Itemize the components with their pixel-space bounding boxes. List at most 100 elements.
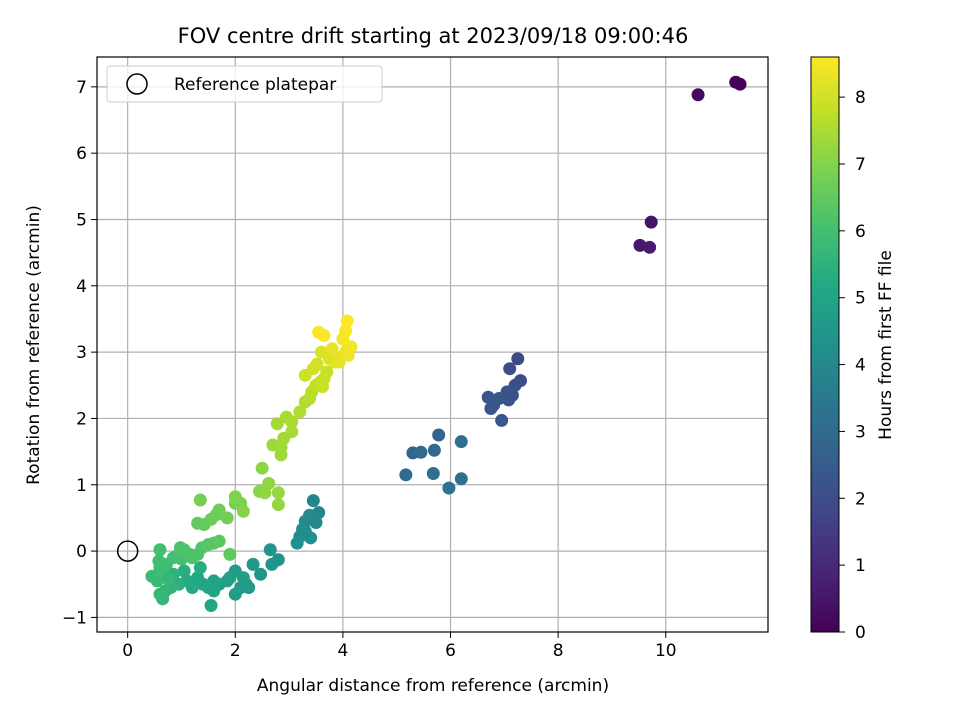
- data-point: [495, 413, 509, 427]
- colorbar-tick-label: 8: [855, 88, 866, 108]
- data-point: [254, 567, 268, 581]
- colorbar-tick-label: 7: [855, 155, 866, 175]
- x-tick-label: 10: [655, 641, 677, 661]
- data-point: [427, 443, 441, 457]
- data-point: [503, 362, 517, 376]
- colorbar-label: Hours from first FF file: [876, 250, 896, 440]
- y-tick-label: 4: [76, 277, 87, 297]
- data-point: [193, 493, 207, 507]
- data-point: [271, 498, 285, 512]
- plot-frame: [96, 56, 769, 633]
- legend-box: [106, 65, 383, 103]
- y-tick-label: 1: [76, 476, 87, 496]
- data-point: [223, 571, 237, 585]
- x-tick-label: 8: [553, 641, 564, 661]
- data-point: [161, 572, 175, 586]
- data-point: [177, 564, 191, 578]
- y-axis-ticks: −1 0 1 2 3 4 5 6 7: [62, 78, 97, 628]
- data-point: [153, 587, 167, 601]
- data-point: [220, 511, 234, 525]
- data-point: [290, 536, 304, 550]
- data-point: [145, 569, 159, 583]
- data-point: [454, 472, 468, 486]
- data-point: [484, 401, 498, 415]
- data-point: [644, 215, 658, 229]
- legend: Reference platepar: [106, 65, 383, 103]
- x-tick-label: 6: [445, 641, 456, 661]
- data-point: [306, 494, 320, 508]
- data-point: [236, 504, 250, 518]
- y-tick-label: 6: [76, 144, 87, 164]
- colorbar-tick-label: 0: [855, 623, 866, 643]
- data-point: [223, 547, 237, 561]
- data-point: [285, 415, 299, 429]
- x-tick-label: 0: [122, 641, 133, 661]
- data-point: [643, 240, 657, 254]
- data-point: [344, 340, 358, 354]
- data-point: [255, 461, 269, 475]
- data-point: [399, 468, 413, 482]
- y-tick-label: 2: [76, 409, 87, 429]
- data-points: [145, 75, 747, 612]
- data-point: [270, 417, 284, 431]
- colorbar: [810, 56, 840, 633]
- data-point: [204, 598, 218, 612]
- data-point: [320, 365, 334, 379]
- data-point: [442, 481, 456, 495]
- data-point: [293, 405, 307, 419]
- colorbar-tick-label: 4: [855, 356, 866, 376]
- y-tick-label: 5: [76, 210, 87, 230]
- data-point: [733, 77, 747, 91]
- colorbar-tick-label: 1: [855, 556, 866, 576]
- y-tick-label: 0: [76, 542, 87, 562]
- data-point: [332, 355, 346, 369]
- x-tick-label: 2: [230, 641, 241, 661]
- data-point: [285, 425, 299, 439]
- data-point: [207, 584, 221, 598]
- data-point: [432, 428, 446, 442]
- data-point: [246, 557, 260, 571]
- legend-label: Reference platepar: [174, 75, 336, 95]
- data-point: [511, 352, 525, 366]
- data-point: [325, 342, 339, 356]
- data-point: [239, 577, 253, 591]
- data-point: [691, 88, 705, 102]
- data-point: [152, 554, 166, 568]
- colorbar-tick-label: 2: [855, 489, 866, 509]
- data-point: [258, 486, 272, 500]
- data-point: [454, 435, 468, 449]
- x-axis-label: Angular distance from reference (arcmin): [257, 676, 609, 696]
- x-axis-ticks: 0 2 4 6 8 10: [122, 632, 677, 661]
- data-point: [298, 524, 312, 538]
- colorbar-tick-label: 6: [855, 222, 866, 242]
- colorbar-ticks: 0 1 2 3 4 5 6 7 8: [839, 88, 866, 643]
- data-point: [340, 314, 354, 328]
- data-point: [317, 329, 331, 343]
- data-point: [193, 561, 207, 575]
- data-point: [271, 486, 285, 500]
- data-point: [426, 466, 440, 480]
- data-point: [228, 490, 242, 504]
- y-tick-label: 7: [76, 78, 87, 98]
- y-axis-label: Rotation from reference (arcmin): [24, 205, 44, 485]
- x-tick-label: 4: [337, 641, 348, 661]
- data-point: [265, 557, 279, 571]
- colorbar-tick-label: 5: [855, 289, 866, 309]
- data-point: [177, 543, 191, 557]
- data-point: [310, 357, 324, 371]
- data-point: [339, 324, 353, 338]
- data-point: [633, 238, 647, 252]
- data-point: [263, 543, 277, 557]
- colorbar-tick-label: 3: [855, 422, 866, 442]
- y-tick-label: 3: [76, 343, 87, 363]
- data-point: [500, 385, 514, 399]
- data-point: [228, 587, 242, 601]
- data-point: [191, 571, 205, 585]
- data-point: [212, 503, 226, 517]
- legend-marker: [126, 73, 148, 95]
- data-point: [315, 380, 329, 394]
- data-point: [414, 445, 428, 459]
- data-point: [212, 534, 226, 548]
- reference-marker: [116, 540, 139, 562]
